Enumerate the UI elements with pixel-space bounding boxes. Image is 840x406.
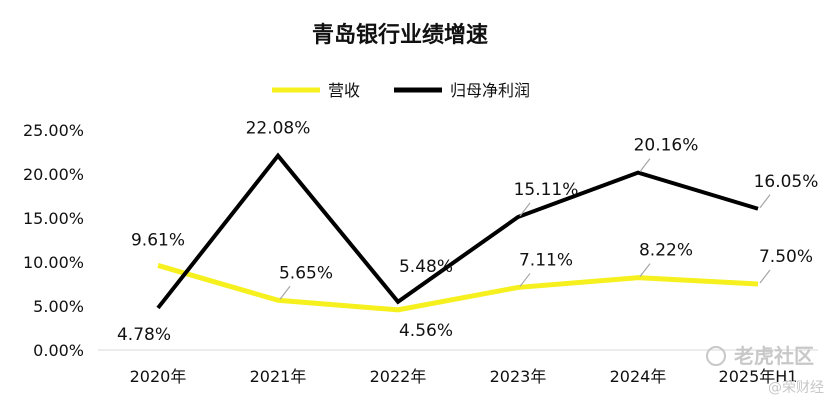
data-label: 22.08% [246, 119, 311, 139]
data-label: 5.65% [279, 263, 333, 283]
y-tick-label: 25.00% [23, 121, 84, 140]
data-label: 7.50% [759, 247, 813, 267]
x-tick-label: 2024年 [610, 367, 667, 386]
series-layer [156, 152, 759, 313]
data-label: 4.56% [399, 321, 453, 341]
watermark-sub: @荣财经 [768, 380, 824, 396]
data-label: 8.22% [639, 241, 693, 261]
y-tick-label: 0.00% [33, 341, 84, 360]
data-label: 4.78% [117, 325, 171, 345]
y-tick-label: 10.00% [23, 253, 84, 272]
x-tick-label: 2023年 [490, 367, 547, 386]
axes: 0.00% 5.00% 10.00% 15.00% 20.00% 25.00% 2020年 2… [23, 121, 818, 386]
leader-line [639, 158, 651, 172]
watermark-main: 老虎社区 [734, 344, 814, 368]
legend-label: 归母净利润 [450, 81, 530, 100]
leader-line [759, 194, 771, 209]
legend: 营收 归母净利润 [272, 81, 530, 100]
data-labels: 9.61% 5.65% 4.56% 7.11% 8.22% 7.50% 4.78% 22.08… [117, 119, 818, 345]
data-label: 5.48% [399, 257, 453, 277]
data-label: 16.05% [754, 172, 819, 192]
y-tick-label: 5.00% [33, 297, 84, 316]
y-tick-label: 20.00% [23, 165, 84, 184]
chart-title: 青岛银行业绩增速 [312, 22, 488, 48]
data-label: 9.61% [131, 230, 185, 250]
y-tick-label: 15.00% [23, 209, 84, 228]
leader-line [759, 269, 771, 284]
watermark-logo-icon [706, 346, 726, 366]
x-tick-label: 2022年 [370, 367, 427, 386]
series-line-1 [156, 152, 759, 310]
watermark: 老虎社区 @荣财经 [706, 344, 824, 396]
data-label: 7.11% [519, 250, 573, 270]
series-line-0 [157, 263, 759, 313]
leader-line [519, 273, 531, 287]
leader-line [639, 263, 651, 278]
leader-line [279, 285, 291, 300]
x-tick-label: 2025年H1 [719, 367, 798, 386]
data-label: 20.16% [634, 136, 699, 156]
leader-line [519, 202, 531, 217]
data-label: 15.11% [514, 180, 579, 200]
x-tick-label: 2020年 [130, 367, 187, 386]
x-tick-label: 2021年 [250, 367, 307, 386]
legend-label: 营收 [328, 81, 360, 100]
